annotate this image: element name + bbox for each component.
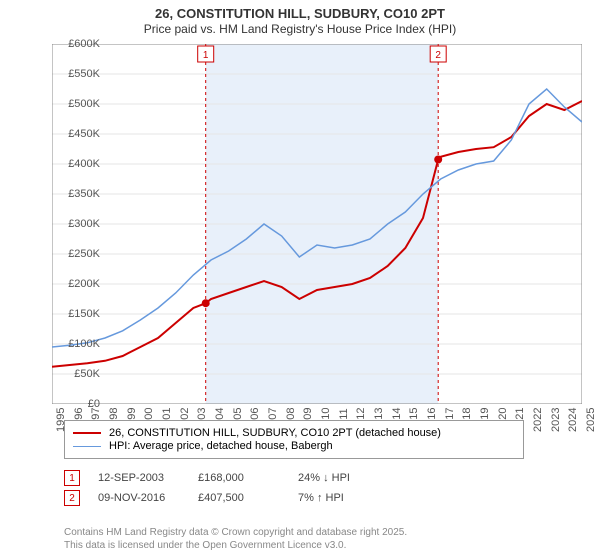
y-axis-tick-label: £600K (40, 38, 100, 50)
y-axis-tick-label: £500K (40, 98, 100, 110)
legend-swatch (73, 446, 101, 447)
y-axis-tick-label: £450K (40, 128, 100, 140)
x-axis-tick-label: 2024 (567, 408, 579, 432)
svg-text:2: 2 (435, 50, 441, 61)
y-axis-tick-label: £300K (40, 218, 100, 230)
marker-row-1: 1 12-SEP-2003 £168,000 24% ↓ HPI (64, 470, 398, 486)
legend-box: 26, CONSTITUTION HILL, SUDBURY, CO10 2PT… (64, 420, 524, 459)
marker-table: 1 12-SEP-2003 £168,000 24% ↓ HPI 2 09-NO… (64, 466, 398, 510)
marker-date: 12-SEP-2003 (98, 472, 198, 484)
chart-subtitle: Price paid vs. HM Land Registry's House … (0, 22, 600, 36)
y-axis-tick-label: £50K (40, 368, 100, 380)
marker-price: £168,000 (198, 472, 298, 484)
legend-swatch (73, 432, 101, 434)
y-axis-tick-label: £550K (40, 68, 100, 80)
legend-label: HPI: Average price, detached house, Babe… (109, 440, 333, 452)
line-chart: 12 (52, 44, 582, 404)
marker-badge-2: 2 (64, 490, 80, 506)
legend-item-hpi: HPI: Average price, detached house, Babe… (73, 440, 515, 452)
x-axis-tick-label: 2025 (585, 408, 597, 432)
title-block: 26, CONSTITUTION HILL, SUDBURY, CO10 2PT… (0, 0, 600, 38)
y-axis-tick-label: £200K (40, 278, 100, 290)
y-axis-tick-label: £250K (40, 248, 100, 260)
credit-text: Contains HM Land Registry data © Crown c… (64, 527, 407, 552)
marker-badge-1: 1 (64, 470, 80, 486)
chart-area: 12 £0£50K£100K£150K£200K£250K£300K£350K£… (52, 44, 582, 404)
credit-line-1: Contains HM Land Registry data © Crown c… (64, 527, 407, 540)
svg-text:1: 1 (203, 50, 209, 61)
credit-line-2: This data is licensed under the Open Gov… (64, 540, 407, 553)
marker-date: 09-NOV-2016 (98, 492, 198, 504)
legend-label: 26, CONSTITUTION HILL, SUDBURY, CO10 2PT… (109, 427, 441, 439)
marker-row-2: 2 09-NOV-2016 £407,500 7% ↑ HPI (64, 490, 398, 506)
marker-diff: 24% ↓ HPI (298, 472, 398, 484)
x-axis-tick-label: 2022 (532, 408, 544, 432)
x-axis-tick-label: 2023 (550, 408, 562, 432)
y-axis-tick-label: £100K (40, 338, 100, 350)
y-axis-tick-label: £350K (40, 188, 100, 200)
marker-diff: 7% ↑ HPI (298, 492, 398, 504)
legend-item-property: 26, CONSTITUTION HILL, SUDBURY, CO10 2PT… (73, 427, 515, 439)
y-axis-tick-label: £400K (40, 158, 100, 170)
marker-price: £407,500 (198, 492, 298, 504)
y-axis-tick-label: £150K (40, 308, 100, 320)
chart-title: 26, CONSTITUTION HILL, SUDBURY, CO10 2PT (0, 6, 600, 21)
